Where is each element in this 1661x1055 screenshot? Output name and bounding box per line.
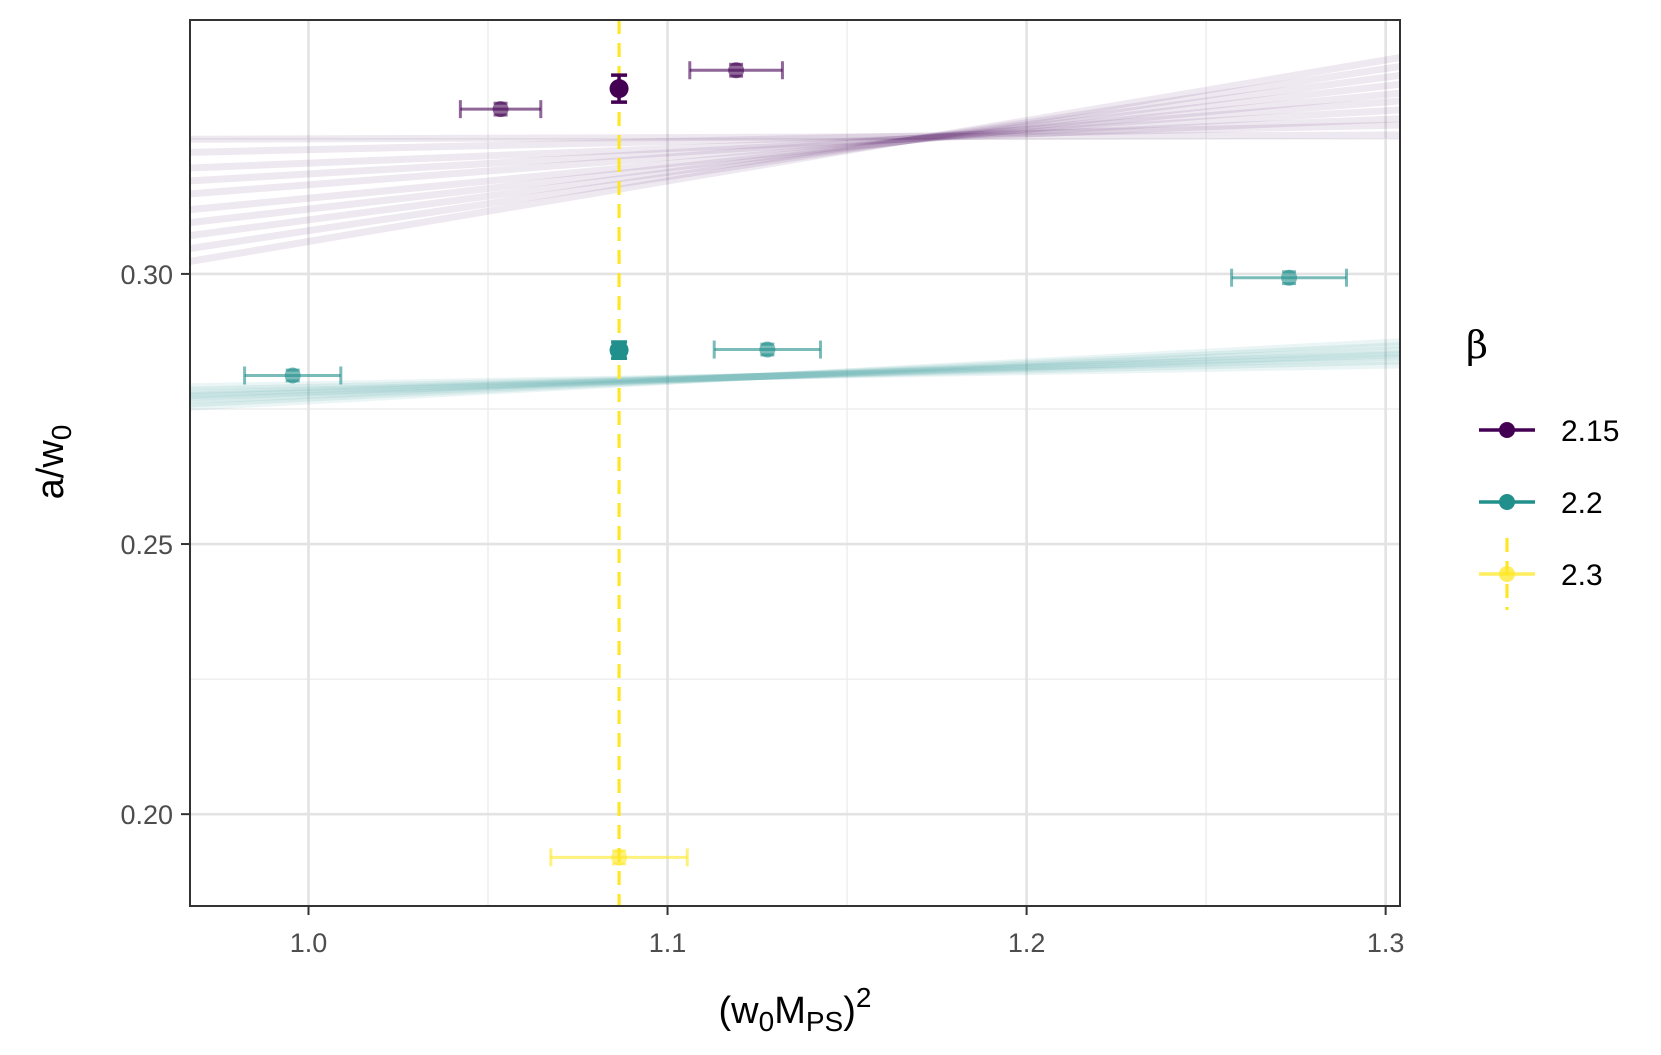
fit-band-line [190, 121, 1400, 156]
data-point [1281, 269, 1298, 286]
fit-band-line [190, 71, 1400, 240]
plot-panel-background [190, 20, 1400, 906]
legend-label: 2.2 [1561, 487, 1603, 520]
fit-band-line [190, 89, 1400, 214]
major-gridlines [190, 20, 1400, 906]
data-point [284, 367, 301, 384]
interpolated-point [609, 79, 629, 99]
data-point [759, 341, 776, 358]
fit-band-line [190, 106, 1400, 185]
fit-band-line [190, 115, 1400, 172]
legend-title: β [1466, 323, 1488, 367]
x-tick-label: 1.0 [290, 928, 328, 958]
y-tick-label: 0.30 [120, 260, 173, 290]
data-point [611, 849, 628, 866]
y-tick-label: 0.20 [120, 800, 173, 830]
y-tick-label: 0.25 [120, 530, 173, 560]
fit-band-line [190, 353, 1400, 398]
fit-band-line [190, 361, 1400, 391]
legend: β 2.15 2.2 2.3 [1466, 323, 1619, 610]
interpolated-point [609, 340, 629, 360]
x-axis-title: (w0MPS)2 [719, 982, 872, 1037]
data-point [728, 62, 745, 79]
x-tick-label: 1.3 [1367, 928, 1405, 958]
fit-band-line [190, 97, 1400, 198]
fit-band-line [190, 351, 1400, 400]
y-axis-ticks: 0.20 0.25 0.30 [120, 260, 190, 830]
y-axis-title: a/w0 [30, 425, 77, 500]
legend-label: 2.15 [1561, 415, 1619, 448]
legend-key-point [1499, 422, 1515, 438]
fit-band-line [190, 131, 1400, 143]
fit-band-line [190, 357, 1400, 394]
x-tick-label: 1.2 [1008, 928, 1046, 958]
fit-band-line [190, 342, 1400, 408]
minor-gridlines [190, 20, 1400, 906]
fit-band-line [190, 80, 1400, 227]
legend-label: 2.3 [1561, 559, 1603, 592]
fit-band-line [190, 345, 1400, 404]
fit-band-line [190, 338, 1400, 411]
plot-panel-border [189, 19, 1401, 907]
data-points [243, 61, 1349, 867]
fit-band-line [190, 54, 1400, 265]
fit-band-line [190, 349, 1400, 401]
x-tick-label: 1.1 [649, 928, 687, 958]
legend-key-point [1499, 566, 1515, 582]
fit-band-line [190, 62, 1400, 252]
x-axis-ticks: 1.0 1.1 1.2 1.3 [290, 906, 1405, 958]
legend-key-point [1499, 494, 1515, 510]
fit-bands [190, 54, 1400, 411]
data-point [492, 101, 509, 118]
